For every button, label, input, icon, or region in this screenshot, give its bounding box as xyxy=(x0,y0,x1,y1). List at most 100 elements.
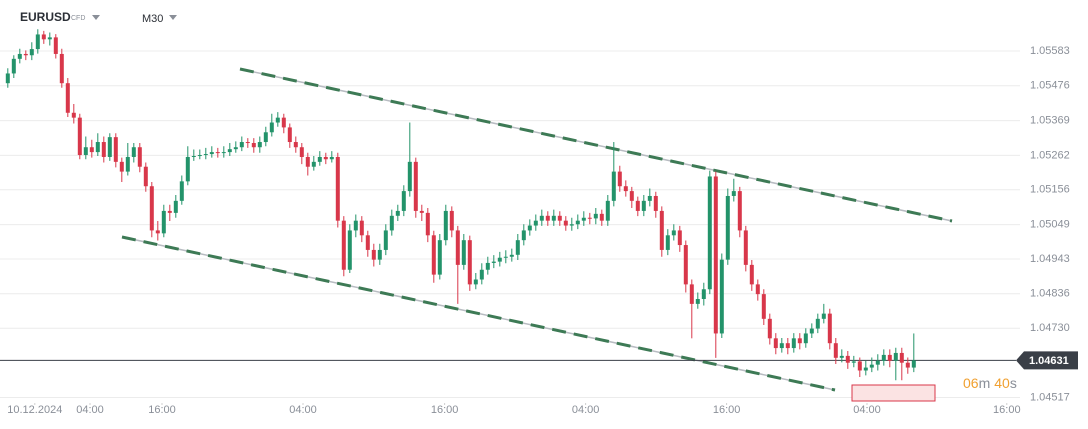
candle-body xyxy=(605,200,610,221)
candle-body xyxy=(767,318,772,339)
candle-body xyxy=(353,220,358,231)
y-tick-label: 1.05583 xyxy=(1030,45,1070,57)
candle-body xyxy=(311,161,316,167)
candle-body xyxy=(329,156,334,160)
candle-body xyxy=(215,152,220,154)
x-tick-label: 16:00 xyxy=(148,404,176,416)
candle-body xyxy=(779,343,784,349)
x-tick-label: 04:00 xyxy=(853,404,881,416)
candle-body xyxy=(647,195,652,201)
countdown-second-unit: s xyxy=(1010,375,1017,391)
candle-body xyxy=(827,313,832,344)
y-tick-label: 1.05049 xyxy=(1030,218,1070,230)
candle-body xyxy=(437,240,442,275)
candle-body xyxy=(245,142,250,144)
candle-body xyxy=(131,147,136,157)
candle-body xyxy=(257,142,262,148)
candle-body xyxy=(197,155,202,157)
candle-body xyxy=(611,171,616,201)
candle-body xyxy=(497,257,502,262)
candle-body xyxy=(677,230,682,246)
candle-body xyxy=(527,225,532,231)
candle-body xyxy=(167,210,172,213)
timeframe[interactable]: M30 xyxy=(142,13,163,25)
channel-lower xyxy=(121,235,836,392)
x-tick-label: 10.12.2024 xyxy=(7,404,62,416)
candle-body xyxy=(341,220,346,270)
candle-body xyxy=(875,360,880,365)
candle-body xyxy=(539,215,544,221)
y-tick-label: 1.04730 xyxy=(1030,322,1070,334)
candle-body xyxy=(683,245,688,285)
candle-body xyxy=(749,264,754,285)
candle-body xyxy=(503,256,508,258)
countdown-minutes: 06 xyxy=(963,375,979,391)
candle-body xyxy=(659,210,664,250)
candle-body xyxy=(209,152,214,155)
candle-body xyxy=(101,142,106,157)
candle-body xyxy=(95,142,100,153)
candle-body xyxy=(731,191,736,196)
candle-body xyxy=(263,132,268,143)
candle-body xyxy=(695,299,700,304)
candle-body xyxy=(833,343,838,358)
candle-body xyxy=(275,117,280,123)
candle-body xyxy=(773,338,778,349)
candle-body xyxy=(107,137,112,157)
candle-body xyxy=(137,147,142,167)
symbol-dropdown[interactable] xyxy=(92,15,100,20)
y-tick-label: 1.04836 xyxy=(1030,288,1070,300)
x-tick-label: 04:00 xyxy=(572,404,600,416)
candle-body xyxy=(545,215,550,221)
candle-body xyxy=(893,352,898,361)
candle-body xyxy=(287,127,292,143)
candle-body xyxy=(449,210,454,231)
candle-body xyxy=(125,156,130,172)
axes: 1.05583 1.05476 1.05369 1.05262 1.05156 1.050… xyxy=(7,45,1078,416)
candle-body xyxy=(479,269,484,280)
candle-body xyxy=(809,328,814,334)
candle-body xyxy=(401,191,406,211)
countdown-seconds: 40 xyxy=(994,375,1010,391)
candle-body xyxy=(119,161,124,172)
candle-body xyxy=(485,262,490,270)
y-tick-label: 1.05262 xyxy=(1030,149,1070,161)
timeframe-dropdown[interactable] xyxy=(169,15,177,20)
candle-body xyxy=(575,220,580,225)
countdown: 06m 40s xyxy=(963,375,1017,391)
candle-body xyxy=(719,259,724,334)
candle-body xyxy=(635,200,640,211)
instrument-type: CFD xyxy=(71,15,85,22)
x-tick-label: 16:00 xyxy=(713,404,741,416)
candle-body xyxy=(143,166,148,187)
candle-body xyxy=(317,156,322,162)
candle-body xyxy=(911,360,916,368)
candle-body xyxy=(593,213,598,219)
candle-body xyxy=(689,284,694,304)
candle-body xyxy=(11,58,16,74)
candle-body xyxy=(725,195,730,260)
candle-body xyxy=(887,354,892,361)
candle-body xyxy=(389,215,394,231)
candle-body xyxy=(5,73,10,84)
candle-body xyxy=(149,186,154,231)
candle-body xyxy=(383,230,388,250)
channel xyxy=(121,67,953,392)
candle-body xyxy=(839,355,844,358)
candle-body xyxy=(755,284,760,295)
x-tick-label: 04:00 xyxy=(289,404,317,416)
candle-body xyxy=(65,83,70,113)
candle-body xyxy=(89,147,94,153)
candle-body xyxy=(347,230,352,270)
candle-body xyxy=(851,361,856,363)
candle-body xyxy=(473,279,478,285)
candle-body xyxy=(563,220,568,226)
candle-body xyxy=(743,230,748,265)
candle-body xyxy=(797,338,802,344)
candle-body xyxy=(533,220,538,226)
candle-body xyxy=(821,313,826,319)
channel-upper xyxy=(239,67,953,223)
candle-body xyxy=(791,338,796,349)
candle-body xyxy=(455,230,460,265)
